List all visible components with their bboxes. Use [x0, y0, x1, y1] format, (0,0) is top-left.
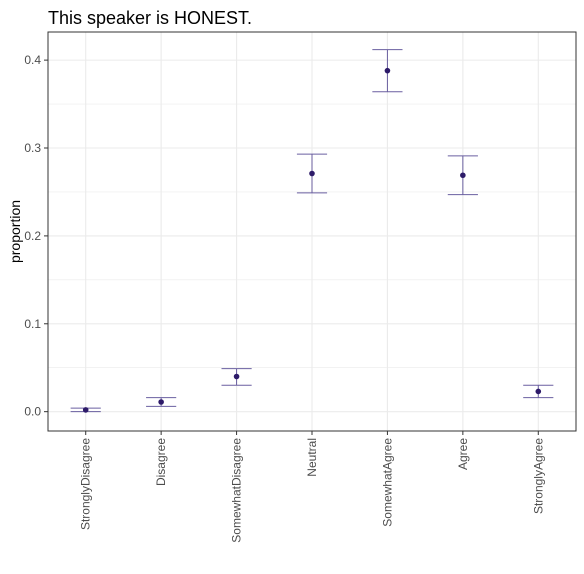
data-point: [233, 373, 240, 380]
x-tick-label: Disagree: [154, 438, 168, 486]
panel-border: [47, 31, 577, 432]
data-point: [158, 399, 164, 405]
data-point: [309, 170, 315, 177]
x-tick-label: SomewhatAgree: [380, 438, 394, 527]
x-tick-label: Neutral: [305, 438, 319, 477]
x-tick-label: StronglyDisagree: [79, 438, 93, 530]
x-tick-label: StronglyAgree: [531, 438, 545, 514]
data-point: [535, 388, 542, 395]
data-point: [460, 172, 466, 179]
y-axis: 0.0 0.1 0.2 0.3 0.4: [24, 53, 48, 419]
grid: [48, 32, 576, 431]
x-tick-label: SomewhatDisagree: [230, 438, 244, 543]
data-point: [384, 67, 391, 74]
chart-title: This speaker is HONEST.: [48, 8, 252, 28]
y-tick-label: 0.3: [24, 141, 41, 155]
y-tick-label: 0.2: [24, 229, 41, 243]
data-marks: [70, 49, 554, 413]
x-axis: StronglyDisagree Disagree SomewhatDisagree…: [79, 431, 545, 543]
x-tick-label: Agree: [456, 438, 470, 470]
y-tick-label: 0.1: [24, 317, 41, 331]
y-axis-label: proportion: [7, 200, 23, 263]
data-point: [82, 407, 89, 413]
y-tick-label: 0.4: [24, 53, 41, 67]
y-tick-label: 0.0: [24, 405, 41, 419]
